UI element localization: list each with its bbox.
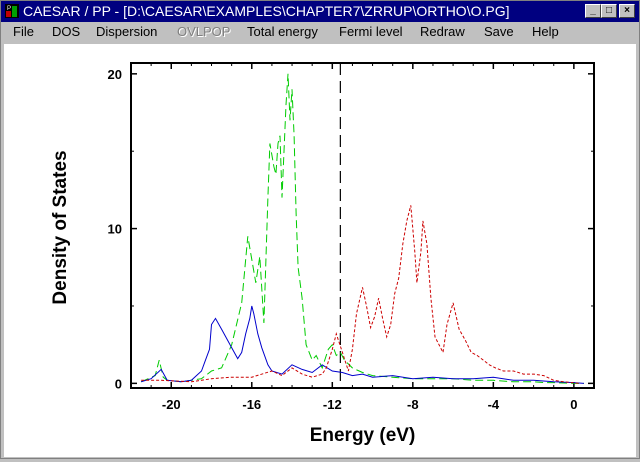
y-axis-label: Density of States: [50, 150, 71, 304]
minimize-icon: _: [590, 5, 596, 16]
app-icon[interactable]: P: [4, 3, 20, 19]
x-tick-label: -16: [242, 397, 261, 412]
menu-redraw[interactable]: Redraw: [420, 24, 465, 39]
dos-series-line-2: [141, 205, 580, 384]
maximize-button[interactable]: □: [601, 4, 617, 18]
menu-dos[interactable]: DOS: [52, 24, 81, 39]
dos-series-line-1: [140, 305, 584, 384]
dos-series-line-0: [140, 73, 584, 384]
svg-text:P: P: [7, 6, 11, 12]
menu-total-energy[interactable]: Total energy: [247, 24, 318, 39]
y-tick-label: 10: [108, 222, 122, 237]
y-tick-label: 20: [108, 67, 122, 82]
x-tick-label: -12: [323, 397, 342, 412]
maximize-icon: □: [605, 5, 613, 16]
menu-fermi-level[interactable]: Fermi level: [339, 24, 403, 39]
dos-chart: -20 -16 -12 -8 -4 0 0 10 20 Energy (eV) Density of…: [50, 62, 595, 446]
menu-dispersion[interactable]: Dispersion: [96, 24, 158, 39]
x-tick-label: -20: [162, 397, 181, 412]
menu-file[interactable]: File: [13, 24, 34, 39]
close-button[interactable]: ×: [619, 4, 635, 18]
window-title: CAESAR / PP - [D:\CAESAR\EXAMPLES\CHAPTE…: [23, 3, 510, 19]
menu-save[interactable]: Save: [484, 24, 514, 39]
x-tick-label: -8: [407, 397, 419, 412]
title-bar[interactable]: P CAESAR / PP - [D:\CAESAR\EXAMPLES\CHAP…: [1, 1, 639, 22]
menu-bar: File DOS Dispersion OVLPOP Total energy …: [1, 22, 639, 42]
x-tick-label: -4: [488, 397, 500, 412]
x-axis-label: Energy (eV): [310, 425, 416, 446]
y-tick-label: 0: [115, 376, 122, 391]
plot-frame: [130, 62, 595, 389]
menu-help[interactable]: Help: [532, 24, 559, 39]
x-tick-label: 0: [570, 397, 577, 412]
close-icon: ×: [624, 5, 630, 16]
minimize-button[interactable]: _: [585, 4, 601, 18]
menu-ovlpop[interactable]: OVLPOP: [177, 24, 231, 39]
plot-canvas: -20 -16 -12 -8 -4 0 0 10 20 Energy (eV) Density of…: [4, 44, 636, 457]
